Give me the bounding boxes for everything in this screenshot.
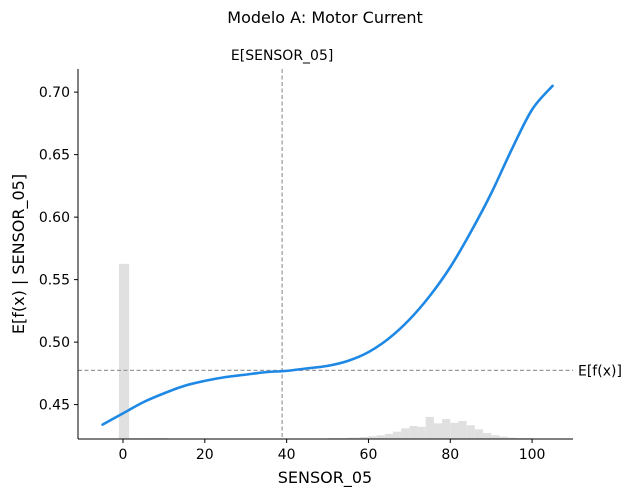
- histogram-bar: [360, 437, 369, 439]
- reference-lines: [78, 69, 573, 439]
- histogram-bar: [507, 437, 516, 439]
- histogram-bar: [483, 433, 492, 439]
- histogram-bar: [499, 436, 508, 439]
- histogram-bar: [368, 436, 377, 439]
- histogram-bar: [118, 263, 130, 439]
- chart-title: Modelo A: Motor Current: [227, 8, 422, 27]
- x-tick-label: 60: [360, 447, 378, 463]
- histogram-bar: [458, 421, 467, 439]
- expected-x-label: E[SENSOR_05]: [231, 48, 333, 64]
- histogram-bar: [442, 419, 451, 439]
- x-tick-label: 0: [119, 447, 128, 463]
- y-tick-label: 0.55: [39, 273, 70, 289]
- y-tick-label: 0.45: [39, 398, 70, 414]
- histogram-bar: [384, 433, 393, 439]
- histogram-bar: [393, 431, 402, 439]
- histogram-bar: [409, 426, 418, 439]
- histogram-bar: [433, 423, 443, 439]
- histogram-bar: [376, 435, 385, 439]
- expected-fx-label: E[f(x)]: [578, 363, 622, 379]
- histogram-bar: [466, 425, 475, 439]
- x-axis-label: SENSOR_05: [278, 468, 372, 488]
- histogram: [118, 263, 553, 440]
- y-tick-label: 0.70: [39, 85, 70, 101]
- histogram-bar: [450, 422, 459, 439]
- y-tick-label: 0.60: [39, 210, 70, 226]
- histogram-bar: [348, 437, 361, 439]
- y-tick-label: 0.50: [39, 335, 70, 351]
- x-tick-label: 100: [519, 447, 546, 463]
- y-axis-label: E[f(x) | SENSOR_05]: [9, 174, 29, 334]
- axes: [77, 69, 573, 440]
- x-tick-label: 40: [278, 447, 296, 463]
- series-line: [101, 84, 554, 426]
- histogram-bar: [491, 435, 500, 439]
- histogram-bar: [425, 416, 434, 439]
- x-tick-label: 20: [196, 447, 214, 463]
- histogram-bar: [417, 426, 426, 439]
- series-lines: [101, 84, 554, 426]
- histogram-bar: [401, 428, 410, 439]
- ticks: 0 20 40 60 80 100 0.45 0.50 0.55 0.60 0.65 0.70: [39, 85, 546, 463]
- x-tick-label: 80: [441, 447, 459, 463]
- histogram-bar: [474, 429, 483, 439]
- y-tick-label: 0.65: [39, 148, 70, 164]
